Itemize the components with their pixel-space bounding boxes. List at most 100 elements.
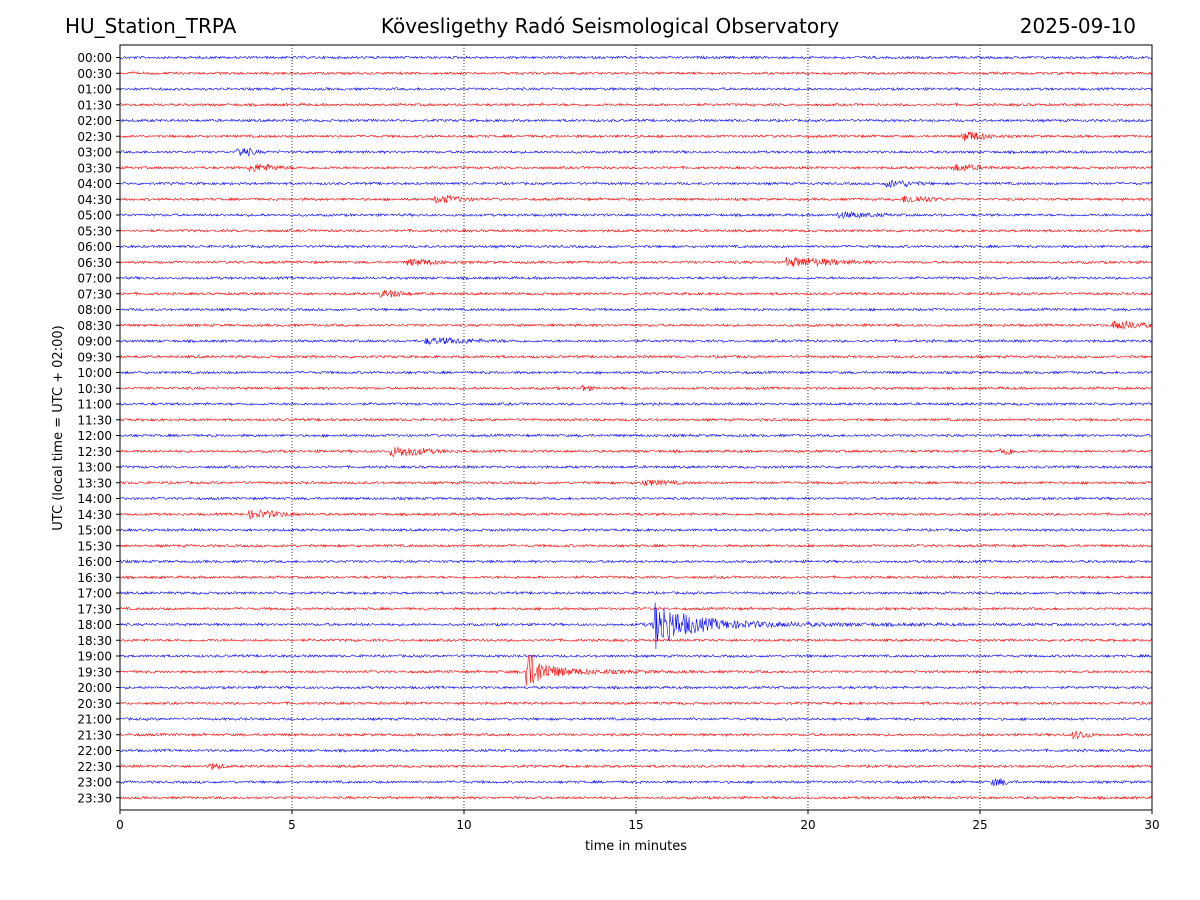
y-tick-label: 04:30 [77,193,112,207]
trace-0530 [119,228,1153,234]
trace-0430 [119,194,1153,204]
y-tick-label: 14:00 [77,492,112,506]
trace-0000 [119,55,1153,60]
y-tick-label: 00:30 [77,67,112,81]
y-tick-label: 04:00 [77,177,112,191]
y-tick-label: 15:00 [77,524,112,538]
trace-0930 [119,354,1153,360]
trace-0200 [119,118,1153,123]
y-tick-label: 22:30 [77,760,112,774]
trace-0700 [119,275,1153,281]
trace-0630 [119,257,1153,268]
y-tick-label: 01:30 [77,98,112,112]
trace-0600 [120,244,1153,249]
trace-0100 [119,86,1153,92]
y-tick-label: 00:00 [77,51,112,65]
x-tick-label: 15 [628,818,643,832]
y-tick-label: 19:30 [77,665,112,679]
y-tick-label: 13:30 [77,476,112,490]
y-tick-label: 14:30 [77,508,112,522]
y-tick-label: 21:30 [77,728,112,742]
y-tick-label: 03:30 [77,161,112,175]
x-tick-label: 20 [800,818,815,832]
y-tick-label: 11:00 [77,398,112,412]
trace-2130 [119,730,1153,740]
y-tick-label: 21:00 [77,713,112,727]
y-tick-label: 17:30 [77,602,112,616]
x-tick-label: 10 [456,818,471,832]
y-tick-label: 20:00 [77,681,112,695]
y-tick-label: 23:30 [77,791,112,805]
trace-1700 [119,590,1153,596]
y-tick-label: 10:00 [77,366,112,380]
trace-1000 [119,370,1153,375]
y-tick-label: 07:00 [77,272,112,286]
station-name: HU_Station_TRPA [65,14,237,38]
trace-1930 [119,654,1153,687]
trace-2300 [119,778,1153,786]
trace-0830 [119,320,1153,330]
y-tick-label: 23:00 [77,776,112,790]
y-tick-label: 13:00 [77,461,112,475]
x-axis-ticks: 0 5 10 15 20 25 30 [116,810,1160,832]
trace-2200 [119,748,1153,753]
y-tick-label: 18:00 [77,618,112,632]
x-tick-label: 0 [116,818,124,832]
y-tick-label: 20:30 [77,697,112,711]
trace-2000 [119,685,1153,690]
trace-1430 [119,509,1153,519]
y-tick-label: 16:30 [77,571,112,585]
y-tick-label: 18:30 [77,634,112,648]
trace-0400 [119,179,1153,188]
y-tick-label: 07:30 [77,287,112,301]
y-tick-label: 06:30 [77,256,112,270]
y-tick-label: 05:30 [77,224,112,238]
trace-0130 [119,102,1153,108]
x-axis-label: time in minutes [585,839,687,854]
trace-0730 [119,289,1153,298]
trace-1100 [119,401,1153,407]
grid-lines [291,45,981,810]
trace-1500 [119,527,1153,533]
y-tick-label: 16:00 [77,555,112,569]
trace-1330 [119,478,1153,486]
trace-1630 [119,574,1153,580]
trace-2230 [119,762,1153,770]
y-tick-label: 15:30 [77,539,112,553]
trace-1400 [119,496,1153,501]
trace-1200 [119,433,1153,438]
trace-2100 [119,716,1152,722]
trace-0330 [119,163,1153,173]
observatory-title: Kövesligethy Radó Seismological Observat… [380,14,840,38]
x-tick-label: 5 [288,818,296,832]
trace-1600 [119,559,1153,564]
trace-0500 [119,211,1153,220]
y-tick-label: 01:00 [77,83,112,97]
trace-0030 [119,70,1153,76]
y-tick-label: 12:30 [77,445,112,459]
y-tick-label: 08:00 [77,303,112,317]
y-tick-label: 10:30 [77,382,112,396]
trace-1230 [119,446,1153,458]
y-axis-label: UTC (local time = UTC + 02:00) [51,325,66,530]
y-tick-label: 09:00 [77,335,112,349]
y-tick-label: 02:30 [77,130,112,144]
trace-1530 [119,543,1153,549]
trace-1300 [119,464,1153,470]
y-tick-label: 05:00 [77,209,112,223]
y-tick-label: 19:00 [77,650,112,664]
y-tick-label: 12:00 [77,429,112,443]
seismic-traces [119,55,1153,801]
x-tick-label: 30 [1144,818,1159,832]
y-tick-label: 06:00 [77,240,112,254]
trace-0230 [119,131,1153,142]
trace-1900 [119,653,1153,659]
chart-date: 2025-09-10 [1019,14,1136,38]
y-tick-label: 03:00 [77,146,112,160]
y-tick-label: 11:30 [77,413,112,427]
trace-1030 [119,384,1153,392]
trace-0300 [119,148,1153,157]
trace-2330 [119,795,1153,801]
trace-1830 [119,637,1153,643]
